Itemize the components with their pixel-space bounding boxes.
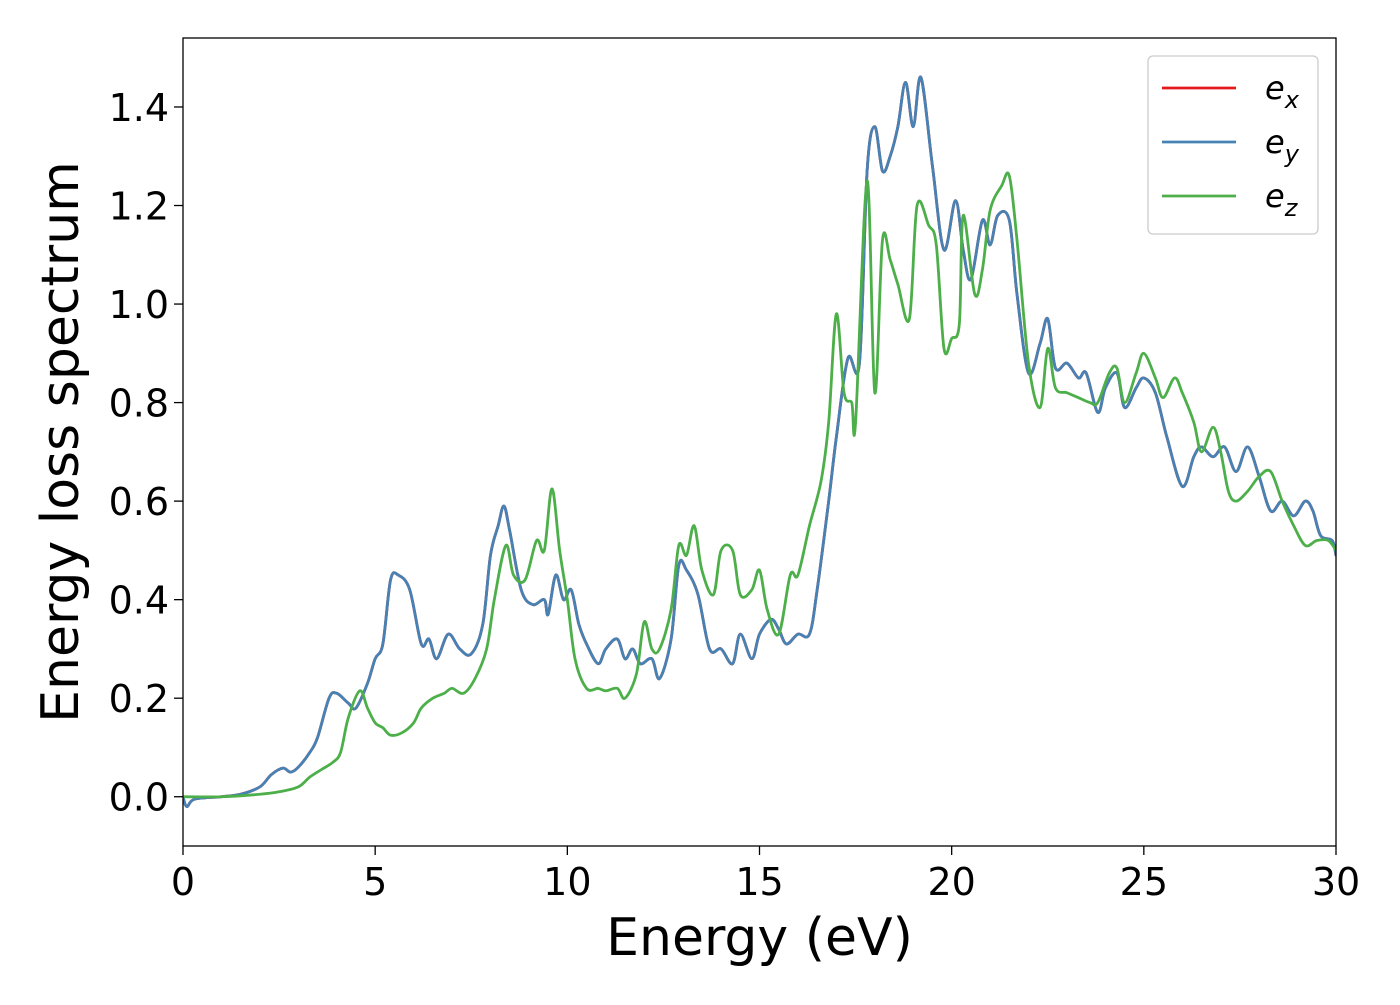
x-tick-label: 30 <box>1312 860 1360 904</box>
y-tick-label: 0.6 <box>109 480 169 524</box>
legend: ex ey ez <box>1147 55 1319 235</box>
y-tick-label: 0.8 <box>109 382 169 426</box>
y-tick-label: 0.2 <box>109 677 169 721</box>
x-tick-label: 5 <box>363 860 387 904</box>
legend-label-e-z: ez <box>1265 177 1299 222</box>
x-tick-label: 10 <box>543 860 591 904</box>
y-tick-label: 1.0 <box>109 283 169 327</box>
y-tick-label: 1.2 <box>109 185 169 229</box>
x-axis-label: Energy (eV) <box>606 908 913 968</box>
y-axis-label: Energy loss spectrum <box>31 161 91 723</box>
x-axis-ticks: 0 5 10 15 20 25 30 <box>171 846 1360 904</box>
y-tick-label: 0.0 <box>109 776 169 820</box>
x-tick-label: 25 <box>1120 860 1168 904</box>
x-tick-label: 0 <box>171 860 195 904</box>
series-layer <box>183 75 1336 808</box>
y-tick-label: 0.4 <box>109 579 169 623</box>
legend-label-e-x: ex <box>1265 69 1300 114</box>
x-tick-label: 20 <box>927 860 975 904</box>
series-line-e-z <box>183 171 1336 799</box>
y-tick-label: 1.4 <box>109 86 169 130</box>
x-tick-label: 15 <box>735 860 783 904</box>
legend-box <box>1147 55 1319 235</box>
y-axis-ticks: 0.0 0.2 0.4 0.6 0.8 1.0 1.2 1.4 <box>109 86 183 820</box>
legend-label-e-y: ey <box>1265 123 1300 168</box>
